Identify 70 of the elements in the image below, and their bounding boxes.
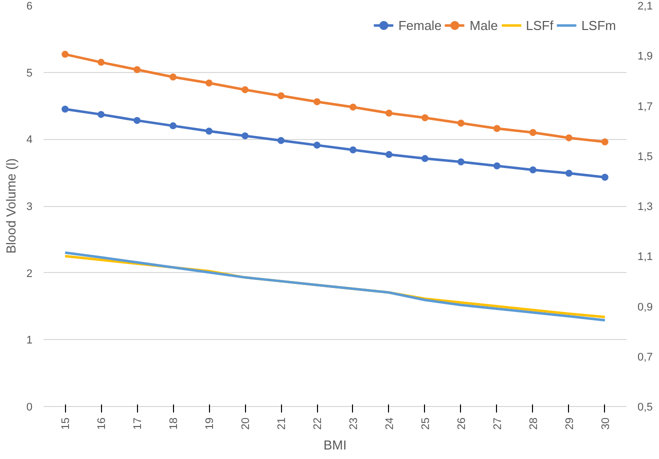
point (98, 58, 105, 66)
x-tick-label: 23 (348, 417, 360, 430)
point (134, 66, 141, 74)
legend-label: Female (398, 18, 442, 32)
point (421, 155, 428, 162)
x-tick-label: 16 (96, 417, 108, 430)
legend-label: LSFf (526, 18, 554, 32)
point (349, 146, 356, 154)
y-tick-label: 2 (26, 268, 33, 280)
y2-tick-label: 1,9 (638, 50, 653, 63)
point (565, 134, 572, 142)
x-tick-label: 22 (312, 417, 324, 430)
y2-tick-label: 1,3 (638, 201, 653, 213)
legend-label: LSFm (581, 18, 616, 32)
point (314, 98, 321, 106)
point (314, 142, 321, 149)
point (457, 158, 464, 166)
y2-tick-label: 1,7 (638, 100, 653, 113)
y-axis-title: Blood Volume (l) (3, 158, 18, 254)
point (493, 162, 500, 170)
x-tick-label: 20 (240, 417, 252, 430)
x-tick-label: 18 (168, 417, 180, 430)
y-tick-label: 4 (26, 134, 33, 146)
point (529, 166, 536, 174)
point (242, 86, 249, 94)
x-axis-title: BMI (323, 438, 347, 453)
point (493, 124, 500, 132)
y-tick-label: 0 (26, 402, 33, 414)
point (206, 128, 213, 135)
point (529, 128, 536, 136)
point (170, 122, 177, 130)
point (349, 104, 356, 111)
x-tick-label: 19 (204, 417, 216, 430)
x-tick-label: 21 (276, 417, 288, 430)
x-tick-label: 15 (60, 417, 72, 430)
point (98, 110, 105, 118)
x-tick-label: 26 (456, 417, 468, 430)
x-tick-label: 30 (600, 417, 612, 430)
point (170, 74, 177, 81)
y-tick-label: 1 (26, 334, 33, 347)
y2-tick-label: 1,5 (638, 150, 653, 163)
y-tick-label: 5 (26, 67, 33, 80)
point (206, 80, 213, 87)
point (421, 114, 428, 122)
point (242, 132, 249, 140)
y2-tick-label: 1,1 (638, 251, 653, 264)
y2-tick-label: 0,5 (638, 402, 653, 414)
y-tick-label: 6 (26, 0, 33, 12)
point (278, 92, 285, 100)
y2-tick-label: 0,7 (638, 351, 653, 364)
y-tick-label: 3 (26, 201, 33, 213)
x-tick-label: 27 (492, 417, 504, 430)
point (62, 50, 69, 58)
point (385, 110, 392, 117)
point (385, 151, 392, 158)
point (134, 116, 141, 124)
y2-tick-label: 0,9 (638, 301, 653, 314)
point (62, 106, 69, 113)
x-tick-label: 17 (132, 417, 144, 430)
point (457, 120, 464, 127)
x-tick-label: 29 (564, 417, 576, 430)
point (565, 170, 572, 177)
point (601, 138, 608, 146)
y2-tick-label: 2,1 (638, 0, 653, 12)
legend-label: Male (470, 18, 498, 32)
x-tick-label: 28 (528, 417, 540, 430)
x-tick-label: 24 (384, 417, 396, 430)
x-tick-label: 25 (420, 417, 432, 430)
point (601, 174, 608, 181)
point (278, 137, 285, 144)
